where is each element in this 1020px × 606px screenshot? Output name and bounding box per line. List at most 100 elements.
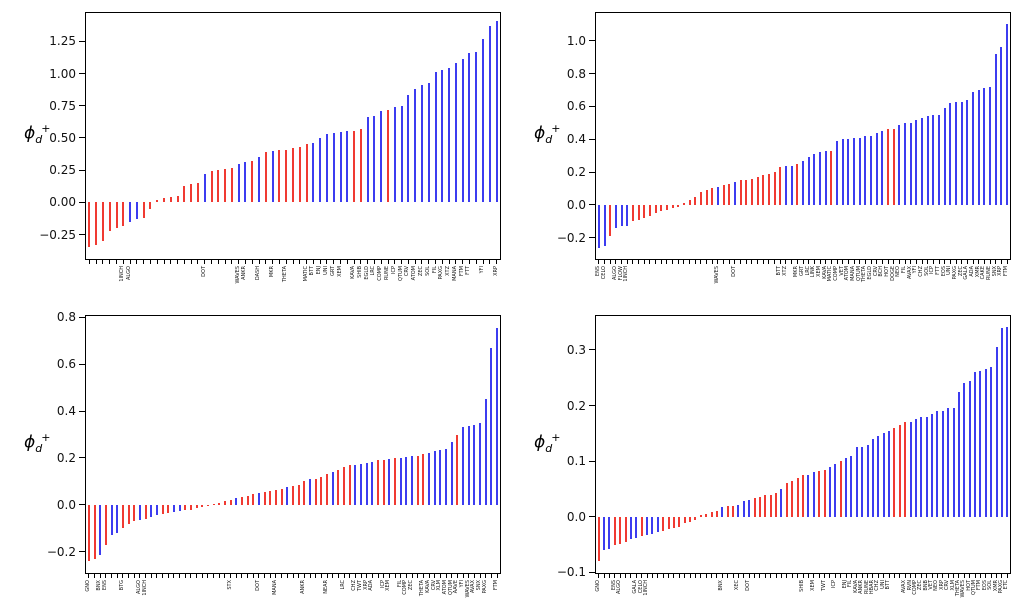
bar-FTM xyxy=(496,327,499,505)
bar xyxy=(264,152,267,203)
x-tick-mark xyxy=(405,574,407,578)
x-tick-mark xyxy=(340,260,341,264)
x-tick-mark xyxy=(829,574,831,578)
x-tick-mark xyxy=(285,260,287,264)
bar-ANKR xyxy=(303,481,306,505)
x-tick-mark xyxy=(626,260,628,264)
bar-FIL xyxy=(434,72,437,203)
bar xyxy=(629,516,632,540)
x-tick-mark xyxy=(265,260,267,264)
y-tick-label: 0.2 xyxy=(56,450,76,465)
x-tick-mark xyxy=(861,574,863,578)
x-tick-mark xyxy=(319,260,321,264)
x-tick-mark xyxy=(116,260,118,264)
bar xyxy=(178,504,181,511)
x-tick-mark xyxy=(177,260,179,264)
bar-UNI xyxy=(882,433,885,517)
bar-XEM xyxy=(819,152,821,205)
chart-panel-bottom-left: ϕd+ −0.2 0.0 0.2 0.4 0.6 0.8 GNO BNX ENS BTG ALGO 1… xyxy=(0,303,510,606)
x-tick-mark xyxy=(224,260,226,264)
x-tick-label: PAXG xyxy=(481,580,488,594)
x-tick-mark xyxy=(373,260,375,264)
bar-QTUM xyxy=(450,441,453,505)
x-tick-mark xyxy=(683,260,685,264)
x-tick-mark xyxy=(422,574,424,578)
x-tick-mark xyxy=(958,574,960,578)
x-tick-mark xyxy=(353,260,355,264)
x-tick-mark xyxy=(660,260,662,264)
x-tick-mark xyxy=(694,260,696,264)
x-tick-mark xyxy=(651,574,653,578)
bar xyxy=(269,490,272,505)
x-tick-mark xyxy=(383,574,385,578)
bar-ATOM xyxy=(847,139,850,205)
x-tick-mark xyxy=(434,574,436,578)
x-tick-mark xyxy=(856,574,858,578)
x-tick-mark xyxy=(485,574,487,578)
x-tick-mark xyxy=(1006,574,1008,578)
x-tick-mark xyxy=(673,574,675,578)
bar-LRC xyxy=(807,157,810,205)
x-tick-label: MATIC xyxy=(302,266,309,282)
x-tick-mark xyxy=(770,574,772,578)
x-tick-mark xyxy=(775,574,777,578)
x-tick-mark xyxy=(298,574,300,578)
x-tick-mark xyxy=(377,574,379,578)
bar-XRP xyxy=(365,462,368,505)
bar xyxy=(678,516,681,527)
x-tick-mark xyxy=(689,574,691,578)
x-tick-mark xyxy=(326,574,328,578)
bar-ALGO xyxy=(619,516,622,544)
x-tick-mark xyxy=(247,574,249,578)
bar-SOL xyxy=(926,116,929,205)
x-tick-mark xyxy=(315,574,317,578)
x-tick-mark xyxy=(727,574,729,578)
x-tick-label: MANA xyxy=(451,266,458,281)
y-tick-mark xyxy=(589,516,595,518)
bar-AVAX xyxy=(473,425,476,505)
x-tick-label: UNI xyxy=(322,266,329,275)
bar-ENS xyxy=(104,504,107,545)
x-tick-mark xyxy=(349,574,351,578)
bar xyxy=(156,199,159,203)
x-tick-mark xyxy=(887,260,889,264)
bar xyxy=(320,476,323,505)
bar xyxy=(235,497,238,505)
x-tick-mark xyxy=(136,260,138,264)
x-tick-label: DOT xyxy=(200,266,207,277)
bar-EGLD xyxy=(870,136,873,205)
x-tick-label: NEAR xyxy=(323,580,330,594)
bar-SHIB xyxy=(802,475,804,517)
x-tick-mark xyxy=(813,574,815,578)
x-tick-mark xyxy=(737,574,739,578)
x-tick-label: ETC xyxy=(1003,580,1010,590)
bar xyxy=(773,172,776,205)
x-tick-mark xyxy=(764,574,766,578)
x-tick-mark xyxy=(394,574,396,578)
x-tick-mark xyxy=(387,260,389,264)
x-tick-mark xyxy=(99,574,101,578)
x-tick-mark xyxy=(156,574,158,578)
x-tick-label: KAVA xyxy=(350,266,357,279)
bar xyxy=(648,204,651,217)
x-tick-label: SHIB xyxy=(799,580,805,592)
x-tick-mark xyxy=(455,260,457,264)
x-tick-mark xyxy=(619,574,621,578)
x-tick-mark xyxy=(969,574,971,578)
y-tick-mark xyxy=(589,349,595,351)
y-tick-label: 0.2 xyxy=(566,398,586,413)
bar-RUNE xyxy=(866,444,869,517)
bar xyxy=(133,504,136,522)
bar-AVAX xyxy=(909,122,912,205)
bar xyxy=(263,492,266,505)
x-tick-mark xyxy=(867,574,869,578)
x-tick-mark xyxy=(252,574,254,578)
bar xyxy=(292,486,294,505)
y-tick-label: 0.0 xyxy=(566,509,586,524)
plot-area: −0.25 0.00 0.25 0.50 0.75 1.00 1.25 1INCH ALGO DO… xyxy=(39,12,501,284)
x-tick-mark xyxy=(666,260,668,264)
bar xyxy=(172,504,175,512)
bar-COMP xyxy=(914,419,917,517)
x-tick-mark xyxy=(95,260,97,264)
bar-FIL xyxy=(850,455,853,517)
